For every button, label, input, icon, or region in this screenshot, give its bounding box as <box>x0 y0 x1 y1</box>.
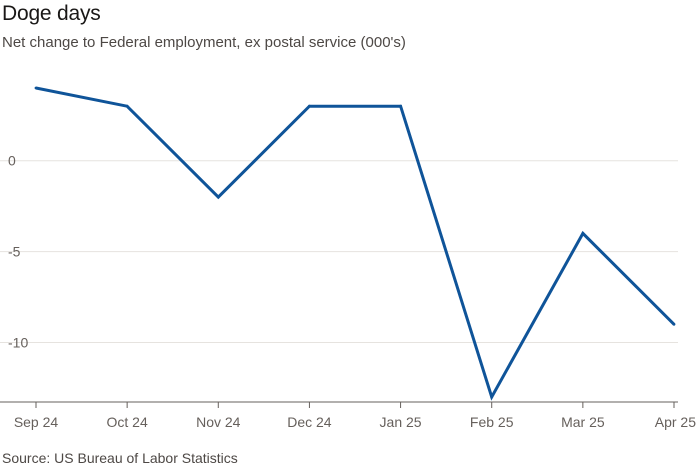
y-axis-labels: 0 -5 -10 <box>8 153 28 351</box>
x-tick-label: Feb 25 <box>470 414 514 430</box>
x-axis <box>0 401 678 408</box>
x-tick-label: Nov 24 <box>196 414 241 430</box>
series-layer <box>34 86 676 401</box>
series-line <box>35 86 676 401</box>
data-point <box>581 232 585 235</box>
x-tick-label: Dec 24 <box>287 414 332 430</box>
x-tick-label: Mar 25 <box>561 414 605 430</box>
data-point <box>308 104 311 108</box>
source-note: Source: US Bureau of Labor Statistics <box>2 450 238 466</box>
x-axis-labels: Sep 24 Oct 24 Nov 24 Dec 24 Jan 25 Feb 25 Mar … <box>14 414 696 430</box>
x-tick-label: Jan 25 <box>380 414 422 430</box>
data-point <box>216 195 220 199</box>
data-point <box>399 104 402 108</box>
line-chart: 0 -5 -10 Sep 24 Oct 24 Nov 24 Dec 24 Jan 25 Feb… <box>0 86 696 430</box>
data-point <box>125 104 129 108</box>
y-tick-label: -5 <box>8 244 21 260</box>
x-tick-label: Oct 24 <box>107 414 148 430</box>
y-tick-label: 0 <box>8 153 16 169</box>
x-tick-label: Apr 25 <box>655 414 696 430</box>
chart-subtitle: Net change to Federal employment, ex pos… <box>2 34 406 51</box>
y-tick-label: -10 <box>8 334 28 350</box>
data-point <box>672 322 676 326</box>
data-point <box>34 86 38 90</box>
data-point <box>490 395 494 399</box>
chart-title: Doge days <box>2 2 101 25</box>
x-tick-label: Sep 24 <box>14 414 59 430</box>
gridlines <box>0 160 678 343</box>
